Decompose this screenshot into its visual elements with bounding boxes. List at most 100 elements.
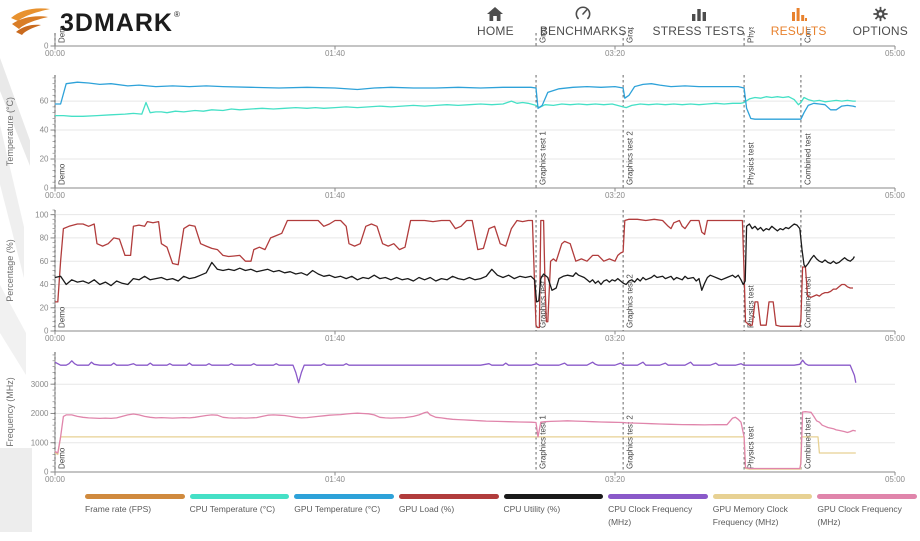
y-tick-label: 3000 <box>31 380 49 389</box>
legend-item-cpu-temperature-c[interactable]: CPU Temperature (°C) <box>189 494 290 529</box>
y-tick-label: 20 <box>40 155 49 164</box>
header: 3DMARK ® HOME BENCHMARKS STRESS TESTS R <box>0 0 920 44</box>
legend-label: GPU Load (%) <box>398 504 455 514</box>
y-tick-label: 80 <box>40 234 49 243</box>
nav-label: OPTIONS <box>852 24 908 38</box>
x-tick-label: 01:40 <box>325 475 346 484</box>
legend-label: CPU Clock Frequency (MHz) <box>608 504 693 527</box>
test-phase-label: Graphics test 2 <box>626 274 635 328</box>
main-nav: HOME BENCHMARKS STRESS TESTS RESULTS <box>477 6 908 38</box>
chart-temperature: 0 20 40 60 00:00 01:40 03:20 05:00 Temperature (… <box>5 75 906 200</box>
test-phase-label: Graphics test 2 <box>626 415 635 469</box>
y-tick-label: 0 <box>44 42 49 51</box>
app-logo[interactable]: 3DMARK ® <box>10 4 180 43</box>
legend-item-gpu-clock-frequency-mhz[interactable]: GPU Clock Frequency (MHz) <box>817 494 917 529</box>
test-phase-label: Combined test <box>803 133 812 185</box>
x-tick-label: 05:00 <box>885 475 906 484</box>
nav-label: BENCHMARKS <box>539 24 627 38</box>
series-gpu-load <box>55 218 853 329</box>
legend-label: GPU Memory Clock Frequency (MHz) <box>712 504 788 527</box>
test-phase-label: Graphics test 1 <box>539 274 548 328</box>
legend-label: CPU Utility (%) <box>503 504 561 514</box>
legend-swatch <box>608 494 708 499</box>
x-tick-label: 01:40 <box>325 49 346 58</box>
x-tick-label: 03:20 <box>605 49 626 58</box>
y-axis-title: Frequency (MHz) <box>5 377 15 447</box>
test-phase-label: Physics test <box>747 0 756 43</box>
test-phase-label: Combined test <box>803 417 812 469</box>
series-cpu-temperature-c <box>55 96 856 117</box>
test-phase-label: Combined test <box>803 0 812 43</box>
y-tick-label: 0 <box>44 327 49 336</box>
x-tick-label: 01:40 <box>325 334 346 343</box>
test-phase-label: Graphics test 1 <box>539 415 548 469</box>
nav-label: HOME <box>477 24 514 38</box>
chart-percentage: 0 20 40 60 80 100 00:00 01:40 03:20 05:00 Percenta… <box>5 209 906 343</box>
test-phase-label: Combined test <box>803 276 812 328</box>
x-tick-label: 03:20 <box>605 475 626 484</box>
test-phase-label: Graphics test 1 <box>539 0 548 43</box>
home-icon <box>486 6 504 22</box>
test-phase-label: Graphics test 2 <box>626 131 635 185</box>
legend-item-cpu-clock-frequency-mhz[interactable]: CPU Clock Frequency (MHz) <box>608 494 708 529</box>
x-tick-label: 00:00 <box>45 334 66 343</box>
legend-label: GPU Clock Frequency (MHz) <box>817 504 902 527</box>
legend-swatch <box>294 494 394 499</box>
series-cpu-clock-frequency-mhz <box>54 359 857 384</box>
legend-swatch <box>398 494 499 499</box>
nav-item-benchmarks[interactable]: BENCHMARKS <box>540 6 627 38</box>
x-tick-label: 00:00 <box>45 49 66 58</box>
nav-label: STRESS TESTS <box>652 24 745 38</box>
y-tick-label: 0 <box>44 184 49 193</box>
bars-icon <box>790 6 808 22</box>
y-tick-label: 0 <box>44 468 49 477</box>
series-cpu-utility <box>54 223 855 303</box>
background-watermark <box>0 448 32 532</box>
legend-item-frame-rate-fps[interactable]: Frame rate (FPS) <box>85 494 185 529</box>
y-tick-label: 100 <box>35 210 49 219</box>
series-gpu-clock-frequency-mhz <box>54 411 856 470</box>
y-tick-label: 40 <box>40 280 49 289</box>
test-phase-label: Graphics test 1 <box>539 131 548 185</box>
test-phase-label: Physics test <box>747 142 756 185</box>
gear-icon <box>872 6 889 22</box>
legend-item-gpu-temperature-c[interactable]: GPU Temperature (°C) <box>294 494 394 529</box>
test-phase-label: Demo <box>58 21 67 43</box>
y-tick-label: 60 <box>40 97 49 106</box>
logo-text: 3DMARK <box>60 9 173 37</box>
legend-swatch <box>817 494 917 499</box>
legend-item-gpu-memory-clock-frequency-mhz[interactable]: GPU Memory Clock Frequency (MHz) <box>712 494 813 529</box>
bars-icon <box>690 6 708 22</box>
gauge-icon <box>574 6 592 22</box>
x-tick-label: 01:40 <box>325 191 346 200</box>
legend-item-gpu-load[interactable]: GPU Load (%) <box>398 494 499 529</box>
y-tick-label: 60 <box>40 257 49 266</box>
x-tick-label: 00:00 <box>45 191 66 200</box>
legend-swatch <box>712 494 813 499</box>
x-tick-label: 03:20 <box>605 191 626 200</box>
nav-item-options[interactable]: OPTIONS <box>853 6 908 38</box>
chart-legend: Frame rate (FPS) CPU Temperature (°C) GPU … <box>85 494 917 529</box>
x-tick-label: 05:00 <box>885 191 906 200</box>
nav-item-home[interactable]: HOME <box>477 6 514 38</box>
x-tick-label: 05:00 <box>885 49 906 58</box>
nav-label: RESULTS <box>770 24 827 38</box>
legend-label: CPU Temperature (°C) <box>189 504 276 514</box>
test-phase-label: Graphics test 2 <box>626 0 635 43</box>
legend-item-cpu-utility[interactable]: CPU Utility (%) <box>503 494 604 529</box>
y-axis-title: Percentage (%) <box>5 239 15 302</box>
y-tick-label: 2000 <box>31 409 49 418</box>
x-tick-label: 05:00 <box>885 334 906 343</box>
test-phase-label: Demo <box>58 306 67 328</box>
legend-label: GPU Temperature (°C) <box>294 504 381 514</box>
test-phase-label: Physics test <box>747 285 756 328</box>
legend-swatch <box>85 494 185 499</box>
y-axis-title: Temperature (°C) <box>5 97 15 166</box>
chart-framerate: 000:00 01:40 03:20 05:00 Demo Graphics test 1… <box>44 0 906 58</box>
chart-frequency: 0 1000 2000 3000 00:00 01:40 03:20 05:00 Frequen… <box>5 352 906 484</box>
y-tick-label: 1000 <box>31 438 49 447</box>
nav-item-results[interactable]: RESULTS <box>771 6 827 38</box>
nav-item-stress-tests[interactable]: STRESS TESTS <box>653 6 745 38</box>
x-tick-label: 03:20 <box>605 334 626 343</box>
